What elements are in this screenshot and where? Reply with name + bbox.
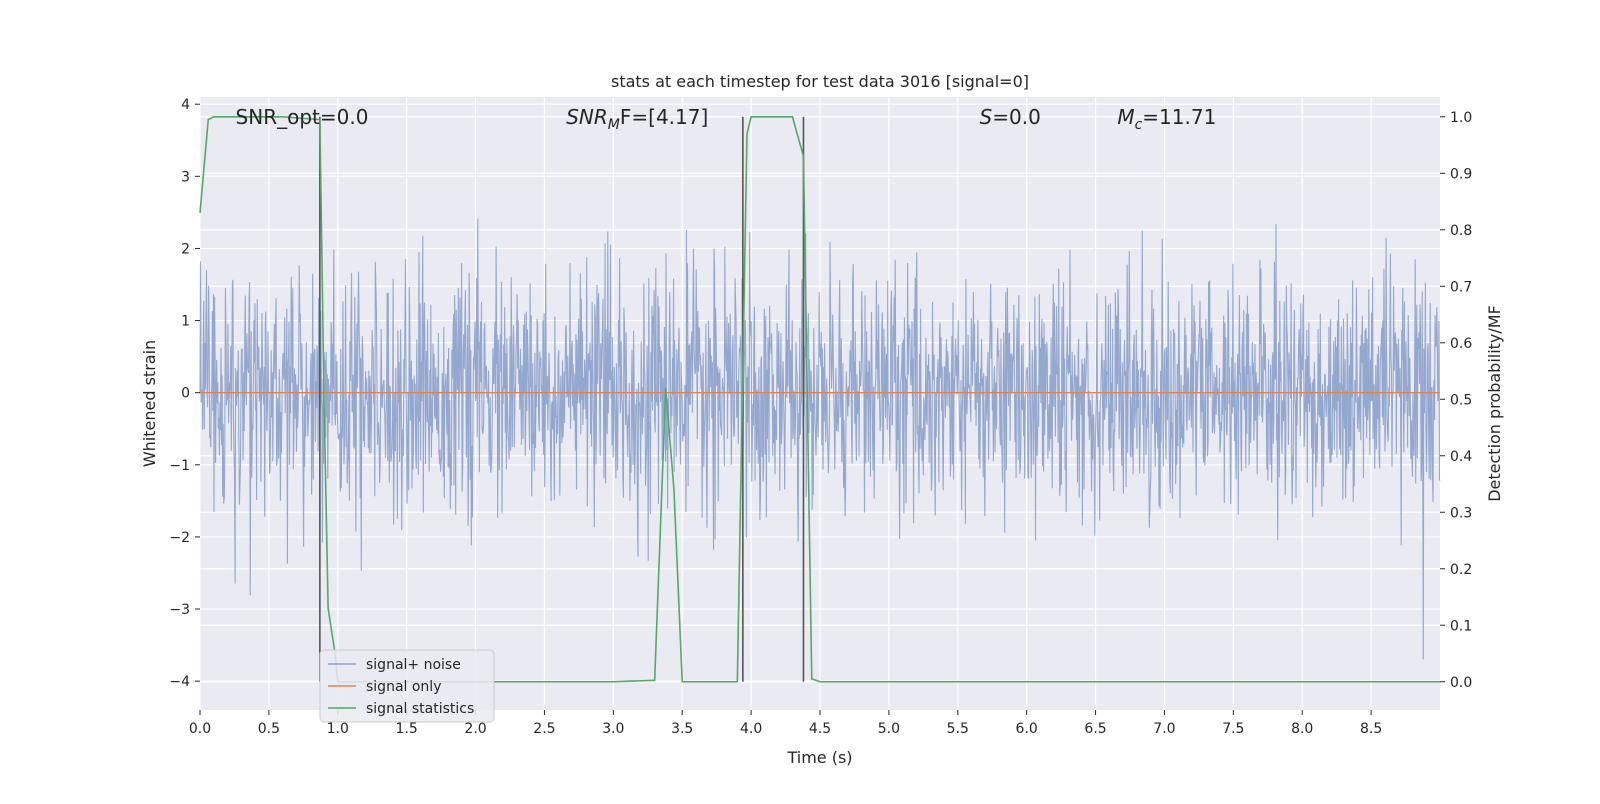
x-tick-label: 4.0 <box>740 721 762 737</box>
legend-label: signal statistics <box>366 701 474 717</box>
legend-label: signal+ noise <box>366 657 461 673</box>
y2-tick-label: 1.0 <box>1450 110 1472 126</box>
y2-axis-label: Detection probability/MF <box>1485 305 1504 502</box>
x-tick-label: 2.5 <box>533 721 555 737</box>
y2-tick-label: 0.1 <box>1450 618 1472 634</box>
y2-tick-label: 0.7 <box>1450 279 1472 295</box>
y-tick-label: 3 <box>181 169 190 185</box>
annotation-text: SNR_opt=0.0 <box>236 105 369 129</box>
y-axis-label: Whitened strain <box>140 340 159 467</box>
y2-tick-label: 0.3 <box>1450 505 1472 521</box>
annotations: SNR_opt=0.0 SNRMF=[4.17] S=0.0 Mc=11.71 <box>236 105 1217 133</box>
x-axis-label: Time (s) <box>786 748 852 767</box>
x-tick-label: 1.5 <box>396 721 418 737</box>
y-tick-label: −4 <box>169 674 190 690</box>
x-tick-label: 3.0 <box>602 721 624 737</box>
signal-statistics-line <box>199 115 1440 683</box>
legend-label: signal only <box>366 679 441 695</box>
series-signal-noise <box>199 218 1441 660</box>
y-tick-label: −2 <box>169 530 190 546</box>
x-tick-label: 3.5 <box>671 721 693 737</box>
series-signal-statistics <box>199 115 1440 683</box>
y2-tick-label: 0.8 <box>1450 223 1472 239</box>
annotation-text: SNRMF=[4.17] <box>566 105 708 133</box>
noise-line <box>199 218 1441 660</box>
annotation-text: Mc=11.71 <box>1117 105 1216 133</box>
x-tick-label: 5.0 <box>878 721 900 737</box>
x-tick-label: 2.0 <box>464 721 486 737</box>
x-tick-label: 8.5 <box>1360 721 1382 737</box>
y-tick-label: 1 <box>181 314 190 330</box>
annotation-text: S=0.0 <box>980 105 1041 129</box>
y-tick-label: −3 <box>169 602 190 618</box>
x-tick-label: 1.0 <box>327 721 349 737</box>
x-tick-label: 7.5 <box>1222 721 1244 737</box>
chart-title: stats at each timestep for test data 301… <box>611 72 1029 91</box>
y-tick-label: −1 <box>169 458 190 474</box>
x-tick-label: 4.5 <box>809 721 831 737</box>
x-tick-label: 6.0 <box>1016 721 1038 737</box>
x-tick-label: 0.0 <box>189 721 211 737</box>
y2-tick-label: 0.6 <box>1450 336 1472 352</box>
x-tick-label: 0.5 <box>258 721 280 737</box>
y2-tick-label: 0.9 <box>1450 166 1472 182</box>
axes: 0.0 0.5 1.0 1.5 2.0 2.5 3.0 3.5 4.0 4.5 5.0 5.5 6.0 6… <box>169 97 1472 737</box>
y-tick-label: 4 <box>181 97 190 113</box>
y-tick-label: 2 <box>181 241 190 257</box>
y2-tick-label: 0.5 <box>1450 392 1472 408</box>
legend-box <box>319 649 495 723</box>
x-tick-label: 5.5 <box>947 721 969 737</box>
y2-tick-label: 0.2 <box>1450 562 1472 578</box>
x-tick-label: 6.5 <box>1084 721 1106 737</box>
y2-tick-label: 0.0 <box>1450 675 1472 691</box>
y2-tick-label: 0.4 <box>1450 449 1472 465</box>
y-tick-label: 0 <box>181 386 190 402</box>
legend: signal+ noise signal only signal statistic… <box>319 649 495 723</box>
x-tick-label: 7.0 <box>1153 721 1175 737</box>
x-tick-label: 8.0 <box>1291 721 1313 737</box>
